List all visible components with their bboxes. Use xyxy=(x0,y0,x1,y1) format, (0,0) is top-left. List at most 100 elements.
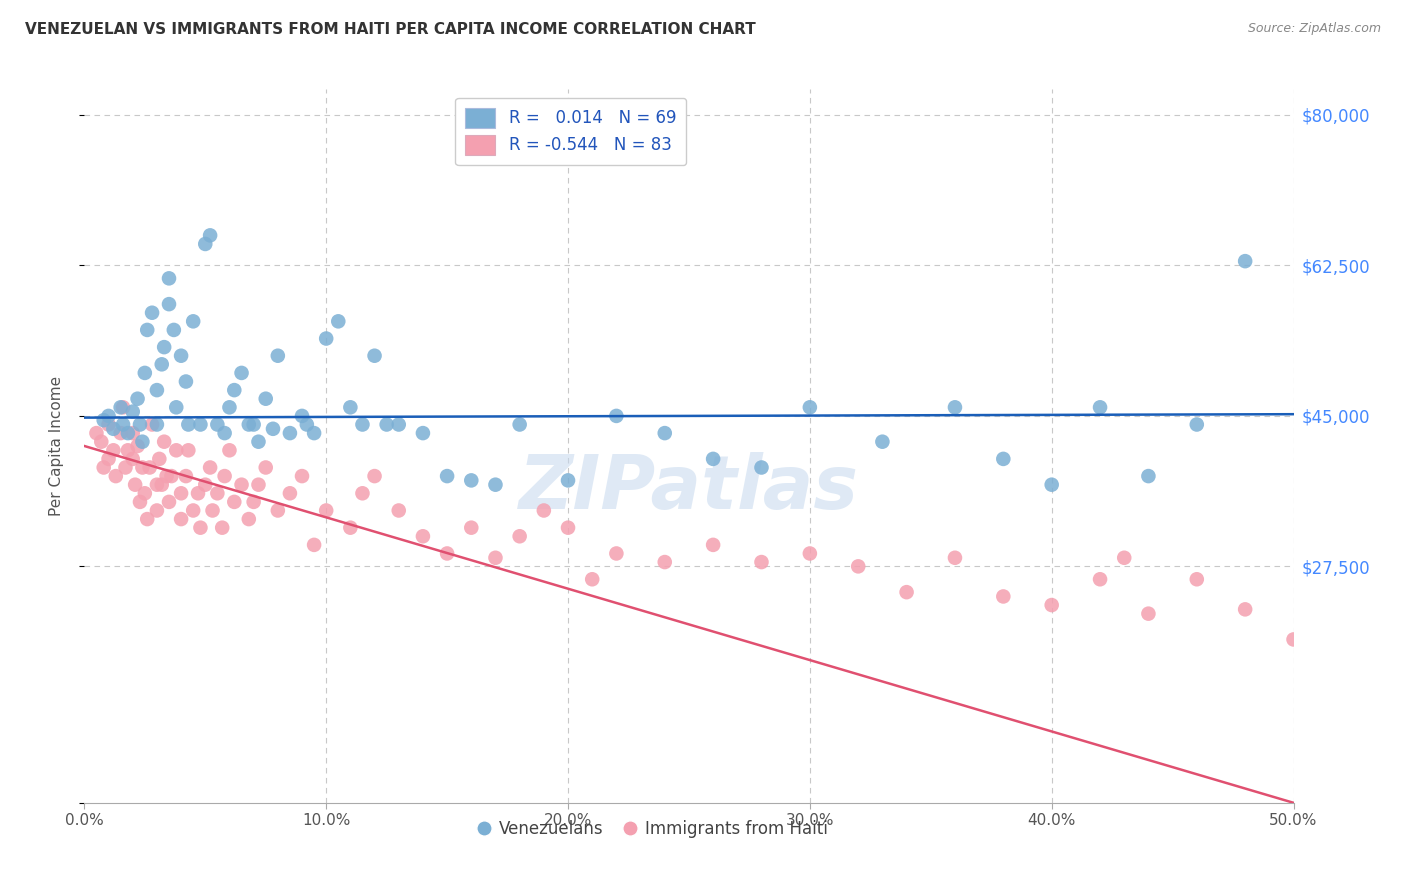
Point xyxy=(155,469,177,483)
Point xyxy=(117,443,139,458)
Point xyxy=(224,383,246,397)
Point xyxy=(146,477,169,491)
Point xyxy=(214,469,236,483)
Point xyxy=(339,401,361,415)
Point xyxy=(177,417,200,432)
Point xyxy=(352,417,374,432)
Y-axis label: Per Capita Income: Per Capita Income xyxy=(49,376,63,516)
Point xyxy=(165,443,187,458)
Point xyxy=(278,426,301,441)
Point xyxy=(141,417,163,432)
Point xyxy=(86,426,108,441)
Point xyxy=(198,460,221,475)
Point xyxy=(1040,598,1063,612)
Point xyxy=(751,555,773,569)
Text: VENEZUELAN VS IMMIGRANTS FROM HAITI PER CAPITA INCOME CORRELATION CHART: VENEZUELAN VS IMMIGRANTS FROM HAITI PER … xyxy=(25,22,756,37)
Point xyxy=(460,474,482,488)
Point xyxy=(896,585,918,599)
Point xyxy=(702,451,724,466)
Point xyxy=(218,443,240,458)
Point xyxy=(363,349,385,363)
Point xyxy=(581,572,603,586)
Point xyxy=(872,434,894,449)
Point xyxy=(509,529,531,543)
Point xyxy=(150,477,173,491)
Point xyxy=(799,401,821,415)
Point xyxy=(104,469,127,483)
Point xyxy=(165,401,187,415)
Point xyxy=(90,434,112,449)
Point xyxy=(207,486,229,500)
Point xyxy=(484,477,506,491)
Point xyxy=(211,521,233,535)
Point xyxy=(1137,607,1160,621)
Point xyxy=(150,357,173,371)
Point xyxy=(131,434,153,449)
Point xyxy=(1282,632,1305,647)
Point xyxy=(1137,469,1160,483)
Point xyxy=(1114,550,1136,565)
Point xyxy=(146,383,169,397)
Point xyxy=(436,546,458,560)
Point xyxy=(207,417,229,432)
Point xyxy=(153,434,176,449)
Point xyxy=(460,521,482,535)
Point xyxy=(254,460,277,475)
Point xyxy=(557,521,579,535)
Point xyxy=(339,521,361,535)
Point xyxy=(157,271,180,285)
Point xyxy=(157,495,180,509)
Point xyxy=(121,404,143,418)
Point xyxy=(148,451,170,466)
Point xyxy=(138,460,160,475)
Point xyxy=(218,401,240,415)
Point xyxy=(146,417,169,432)
Point xyxy=(112,401,135,415)
Point xyxy=(170,349,193,363)
Point xyxy=(291,469,314,483)
Point xyxy=(262,422,284,436)
Point xyxy=(214,426,236,441)
Point xyxy=(153,340,176,354)
Point xyxy=(194,236,217,251)
Point xyxy=(170,512,193,526)
Point xyxy=(114,460,136,475)
Point xyxy=(993,451,1015,466)
Point xyxy=(110,401,132,415)
Point xyxy=(533,503,555,517)
Point xyxy=(129,495,152,509)
Point xyxy=(484,550,506,565)
Point xyxy=(160,469,183,483)
Point xyxy=(654,426,676,441)
Point xyxy=(1088,401,1111,415)
Point xyxy=(181,503,204,517)
Point xyxy=(363,469,385,483)
Point xyxy=(278,486,301,500)
Point xyxy=(943,550,966,565)
Point xyxy=(993,590,1015,604)
Point xyxy=(1040,477,1063,491)
Point xyxy=(302,538,325,552)
Point xyxy=(190,521,212,535)
Point xyxy=(231,477,253,491)
Point xyxy=(412,426,434,441)
Point xyxy=(93,413,115,427)
Point xyxy=(129,417,152,432)
Point xyxy=(124,477,146,491)
Text: ZIPatlas: ZIPatlas xyxy=(519,452,859,525)
Point xyxy=(112,417,135,432)
Point xyxy=(194,477,217,491)
Point xyxy=(121,426,143,441)
Point xyxy=(127,439,149,453)
Point xyxy=(352,486,374,500)
Point xyxy=(198,228,221,243)
Point xyxy=(181,314,204,328)
Point xyxy=(1088,572,1111,586)
Point xyxy=(247,434,270,449)
Point xyxy=(103,422,125,436)
Point xyxy=(509,417,531,432)
Point xyxy=(328,314,350,328)
Point xyxy=(97,409,120,423)
Point xyxy=(103,443,125,458)
Point xyxy=(238,417,260,432)
